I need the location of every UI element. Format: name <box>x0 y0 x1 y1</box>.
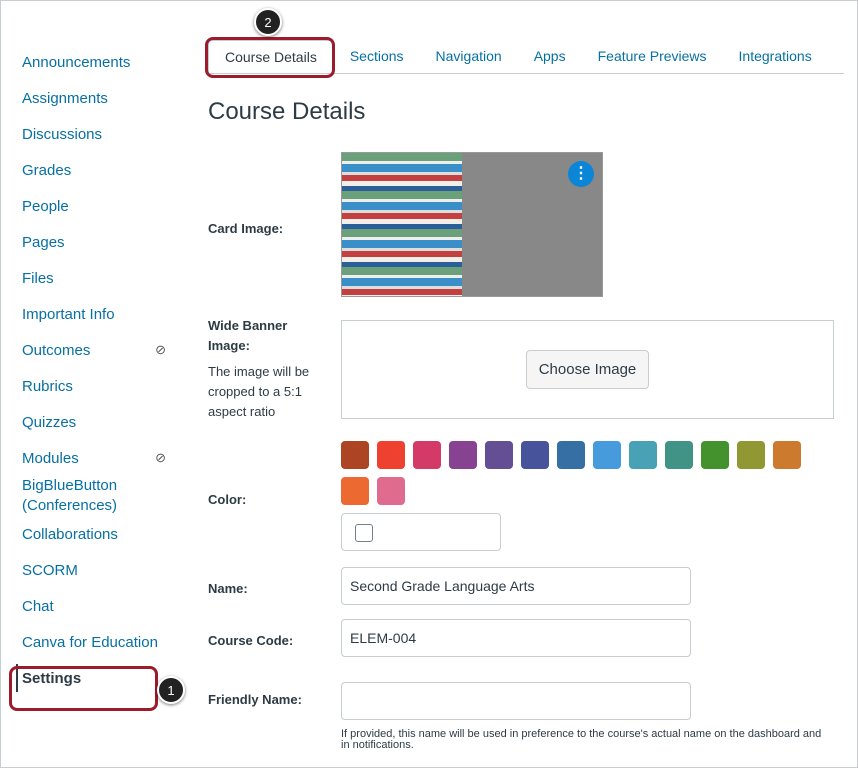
banner-label: Wide Banner Image: <box>208 318 288 353</box>
color-swatch[interactable] <box>485 441 513 469</box>
highlight-course-details-tab <box>205 37 335 78</box>
color-swatch[interactable] <box>377 441 405 469</box>
sidebar-item-label: Settings <box>22 669 82 687</box>
color-swatches <box>341 441 811 505</box>
sidebar-item-label: Modules <box>22 449 79 467</box>
sidebar-item-pages[interactable]: Pages <box>22 224 172 260</box>
color-swatch[interactable] <box>629 441 657 469</box>
sidebar-item-chat[interactable]: Chat <box>22 588 172 624</box>
sidebar-item-important-info[interactable]: Important Info <box>22 296 172 332</box>
highlight-settings <box>9 666 158 711</box>
sidebar-item-label: Canva for Education <box>22 633 158 651</box>
sidebar-item-outcomes[interactable]: Outcomes ⊘ <box>22 332 172 368</box>
name-input[interactable]: Second Grade Language Arts <box>341 567 691 605</box>
sidebar-item-collaborations[interactable]: Collaborations <box>22 516 172 552</box>
color-swatch[interactable] <box>557 441 585 469</box>
banner-dropzone[interactable]: Choose Image <box>341 320 834 419</box>
settings-tabs: Course Details Sections Navigation Apps Feat… <box>208 40 844 74</box>
tab-course-details[interactable]: Course Details <box>208 40 334 73</box>
sidebar-item-scorm[interactable]: SCORM <box>22 552 172 588</box>
sidebar-item-label: Discussions <box>22 125 103 143</box>
sidebar-item-people[interactable]: People <box>22 188 172 224</box>
color-swatch[interactable] <box>737 441 765 469</box>
color-swatch[interactable] <box>773 441 801 469</box>
sidebar-item-label: SCORM <box>22 561 78 579</box>
sidebar-item-label: Important Info <box>22 305 115 323</box>
sidebar-item-label: Outcomes <box>22 341 91 359</box>
sidebar-item-label: Chat <box>22 597 54 615</box>
card-image: ⋮ <box>341 152 603 297</box>
color-swatch[interactable] <box>341 441 369 469</box>
tab-apps[interactable]: Apps <box>533 48 566 64</box>
course-code-input[interactable]: ELEM-004 <box>341 619 691 657</box>
sidebar-item-announcements[interactable]: Announcements <box>22 44 172 80</box>
tab-sections[interactable]: Sections <box>349 48 404 64</box>
color-swatch[interactable] <box>341 477 369 505</box>
choose-image-button[interactable]: Choose Image <box>525 350 650 389</box>
course-code-label: Course Code: <box>208 633 294 648</box>
eye-slash-icon: ⊘ <box>155 342 166 357</box>
books-image <box>342 153 462 296</box>
custom-color-input[interactable] <box>341 513 501 551</box>
sidebar-item-label: BigBlueButton (Conferences) <box>22 477 118 514</box>
callout-2: 2 <box>254 8 282 36</box>
color-swatch[interactable] <box>413 441 441 469</box>
color-label: Color: <box>208 492 247 507</box>
eye-slash-icon: ⊘ <box>155 450 166 465</box>
color-swatch[interactable] <box>593 441 621 469</box>
name-label: Name: <box>208 581 248 596</box>
sidebar-item-label: Quizzes <box>22 413 77 431</box>
color-swatch[interactable] <box>521 441 549 469</box>
sidebar-item-label: Assignments <box>22 89 108 107</box>
sidebar-item-label: Pages <box>22 233 65 251</box>
sidebar-item-label: Announcements <box>22 53 131 71</box>
tab-navigation[interactable]: Navigation <box>435 48 502 64</box>
sidebar-item-label: People <box>22 197 69 215</box>
sidebar-item-grades[interactable]: Grades <box>22 152 172 188</box>
card-image-label: Card Image: <box>208 221 284 236</box>
friendly-name-note: If provided, this name will be used in p… <box>341 728 822 751</box>
tab-feature-previews[interactable]: Feature Previews <box>597 48 707 64</box>
sidebar-item-label: Files <box>22 269 54 287</box>
banner-help: The image will be cropped to a 5:1 aspec… <box>208 364 310 419</box>
sidebar-item-label: Rubrics <box>22 377 73 395</box>
course-navigation: Announcements Assignments Discussions Grade… <box>16 44 172 696</box>
sidebar-item-rubrics[interactable]: Rubrics <box>22 368 172 404</box>
sidebar-item-assignments[interactable]: Assignments <box>22 80 172 116</box>
sidebar-item-canva-for-education[interactable]: Canva for Education <box>22 624 172 660</box>
sidebar-item-files[interactable]: Files <box>22 260 172 296</box>
sidebar-item-bigbluebutton-conferences[interactable]: BigBlueButton (Conferences) <box>22 476 172 516</box>
page-title: Course Details <box>208 98 366 125</box>
color-swatch[interactable] <box>701 441 729 469</box>
color-preview-checkbox[interactable] <box>355 524 373 542</box>
kebab-icon[interactable]: ⋮ <box>568 161 594 187</box>
sidebar-item-discussions[interactable]: Discussions <box>22 116 172 152</box>
sidebar-item-label: Grades <box>22 161 72 179</box>
sidebar-item-label: Collaborations <box>22 525 118 543</box>
sidebar-item-modules[interactable]: Modules ⊘ <box>22 440 172 476</box>
sidebar-item-quizzes[interactable]: Quizzes <box>22 404 172 440</box>
callout-1: 1 <box>157 676 185 704</box>
color-swatch[interactable] <box>665 441 693 469</box>
tab-integrations[interactable]: Integrations <box>738 48 812 64</box>
friendly-name-label: Friendly Name: <box>208 692 302 707</box>
color-swatch[interactable] <box>449 441 477 469</box>
friendly-name-input[interactable] <box>341 682 691 720</box>
color-swatch[interactable] <box>377 477 405 505</box>
sidebar-item-settings[interactable]: Settings <box>16 660 172 696</box>
